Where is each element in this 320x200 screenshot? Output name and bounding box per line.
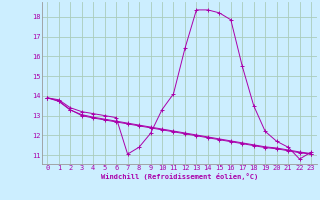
X-axis label: Windchill (Refroidissement éolien,°C): Windchill (Refroidissement éolien,°C) — [100, 173, 258, 180]
